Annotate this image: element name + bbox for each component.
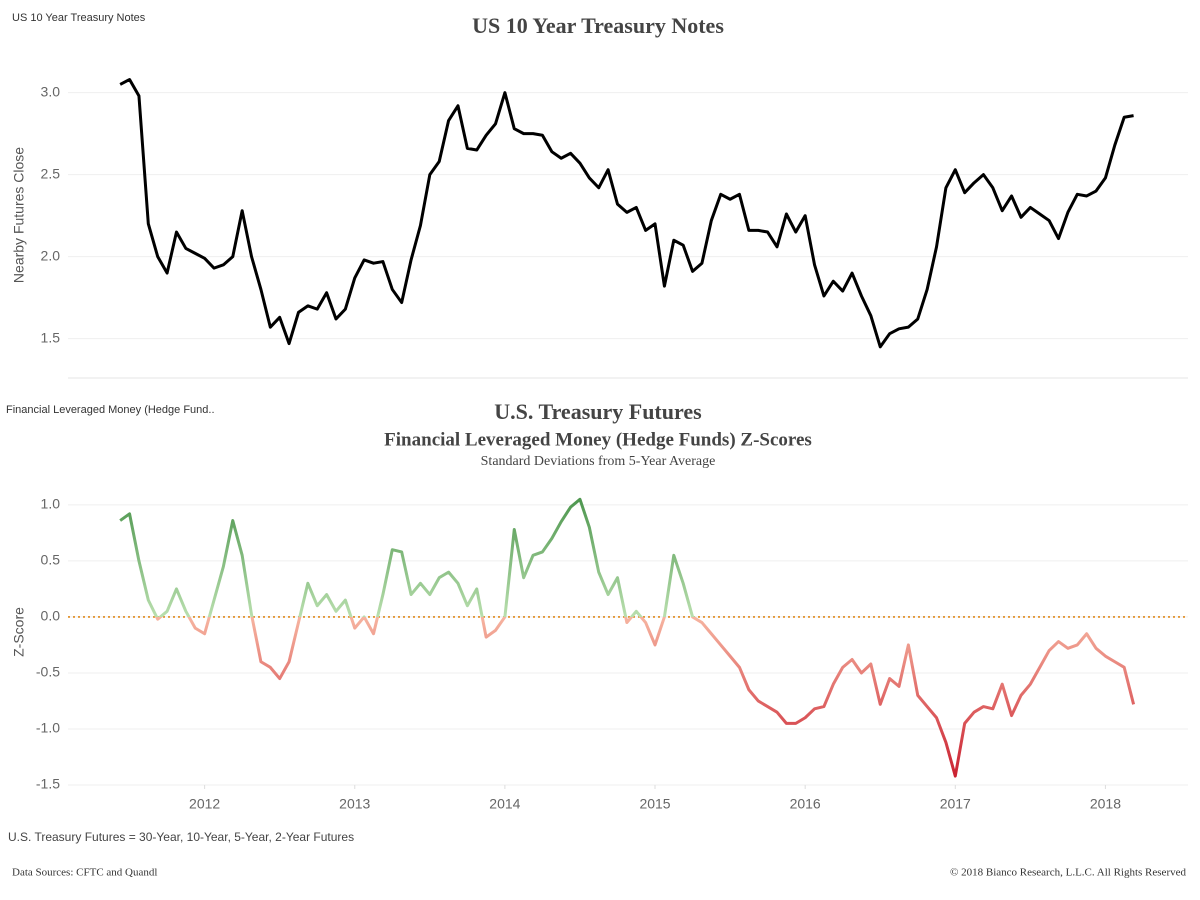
x-tick-label: 2017	[940, 796, 971, 812]
y-tick-label: 0.5	[41, 552, 61, 568]
x-tick-label: 2016	[790, 796, 821, 812]
chart-title: U.S. Treasury Futures	[494, 399, 702, 424]
chart-note: Standard Deviations from 5-Year Average	[481, 454, 716, 469]
x-tick-label: 2014	[489, 796, 520, 812]
y-tick-label: 2.5	[41, 165, 61, 181]
y-tick-label: 0.0	[41, 608, 61, 624]
sheet-caption: US 10 Year Treasury Notes	[12, 12, 146, 24]
y-tick-label: 1.0	[41, 496, 61, 512]
y-tick-label: -1.5	[36, 776, 60, 792]
y-tick-label: 3.0	[41, 83, 61, 99]
y-tick-label: 1.5	[41, 329, 61, 345]
data-line	[119, 78, 1134, 349]
y-tick-label: 2.0	[41, 247, 61, 263]
y-axis-label: Nearby Futures Close	[11, 147, 27, 283]
data-line	[119, 497, 1136, 778]
y-axis-label: Z-Score	[11, 607, 27, 657]
x-tick-label: 2018	[1090, 796, 1121, 812]
sheet-caption: Financial Leveraged Money (Hedge Fund..	[6, 404, 215, 416]
footnote: U.S. Treasury Futures = 30-Year, 10-Year…	[8, 830, 354, 844]
chart-subtitle: Financial Leveraged Money (Hedge Funds) …	[384, 429, 812, 450]
x-tick-label: 2012	[189, 796, 220, 812]
x-tick-label: 2013	[339, 796, 370, 812]
chart-title: US 10 Year Treasury Notes	[472, 13, 724, 38]
sources: Data Sources: CFTC and Quandl	[12, 867, 157, 879]
x-tick-label: 2015	[639, 796, 670, 812]
copyright: © 2018 Bianco Research, L.L.C. All Right…	[950, 867, 1186, 879]
y-tick-label: -1.0	[36, 720, 60, 736]
y-tick-label: -0.5	[36, 664, 60, 680]
